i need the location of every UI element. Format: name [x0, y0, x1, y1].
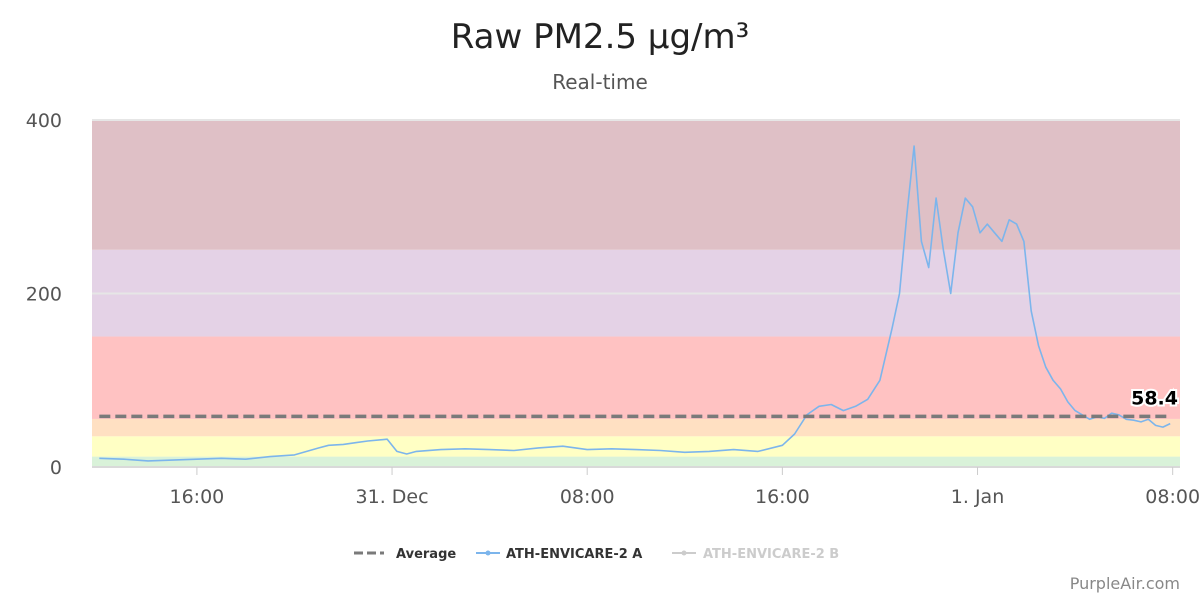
x-tick-label-4: 1. Jan [951, 486, 1004, 508]
credit-link[interactable]: PurpleAir.com [1070, 574, 1180, 593]
legend-average-label: Average [396, 547, 456, 562]
x-tick-label-3: 16:00 [755, 486, 810, 508]
y-tick-label-0: 0 [50, 457, 62, 479]
aqi-band-3 [92, 336, 1180, 419]
x-axis-ticks: 16:00 31. Dec 08:00 16:00 1. Jan 08:00 [92, 466, 1200, 508]
data-series [99, 145, 1171, 462]
legend-sensor-b-label: ATH-ENVICARE-2 B [703, 547, 839, 562]
legend-item-average[interactable]: Average [354, 547, 456, 562]
aqi-bands [92, 120, 1180, 467]
x-tick-label-1: 31. Dec [356, 486, 429, 508]
x-tick-label-0: 16:00 [170, 486, 225, 508]
average-series: 58.4 [99, 385, 1180, 419]
aqi-band-5 [92, 120, 1180, 250]
aqi-band-0 [92, 456, 1180, 467]
y-tick-label-400: 400 [26, 110, 62, 132]
legend-item-sensor-a[interactable]: ATH-ENVICARE-2 A [476, 547, 642, 562]
legend-sensor-a-marker [485, 550, 491, 556]
legend-sensor-b-marker [681, 550, 687, 556]
series-line-0[interactable] [99, 145, 1171, 462]
chart-title: Raw PM2.5 µg/m³ [451, 17, 749, 57]
aqi-band-2 [92, 418, 1180, 437]
x-tick-label-5: 08:00 [1145, 486, 1200, 508]
average-value-label: 58.4 [1131, 387, 1178, 409]
legend-sensor-a-label: ATH-ENVICARE-2 A [506, 547, 642, 562]
aqi-band-1 [92, 436, 1180, 457]
legend-item-sensor-b[interactable]: ATH-ENVICARE-2 B [672, 547, 839, 562]
chart-subtitle: Real-time [552, 70, 648, 94]
y-tick-label-200: 200 [26, 284, 62, 306]
y-axis-ticks: 0 200 400 [26, 110, 62, 479]
legend: Average ATH-ENVICARE-2 A ATH-ENVICARE-2 … [354, 547, 839, 562]
x-tick-label-2: 08:00 [560, 486, 615, 508]
